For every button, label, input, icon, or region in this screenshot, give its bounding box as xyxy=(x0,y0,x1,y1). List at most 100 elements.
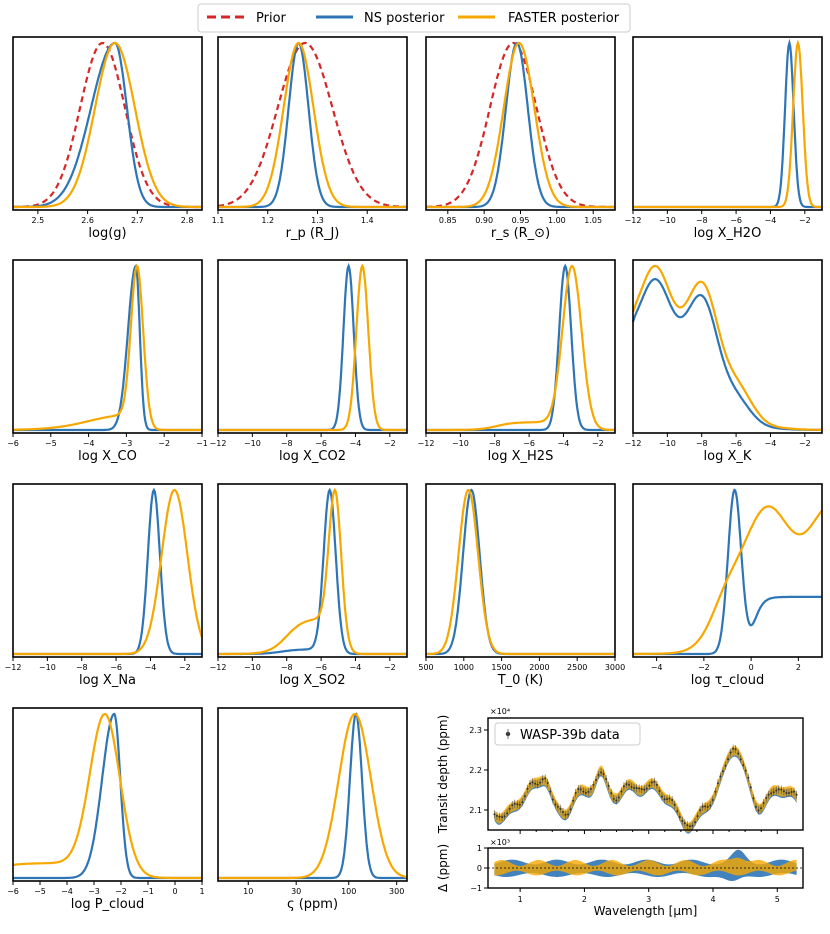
data-point xyxy=(732,747,735,750)
tick-label: −10 xyxy=(244,439,261,448)
tick-label: 2.7 xyxy=(131,216,144,225)
tick-label: 2.8 xyxy=(181,216,194,225)
tick-label: 500 xyxy=(418,663,433,672)
data-point xyxy=(645,787,648,790)
data-point xyxy=(602,773,605,776)
tick-label: −12 xyxy=(418,439,435,448)
tick-label: 1.00 xyxy=(548,216,566,225)
data-point xyxy=(589,788,592,791)
panel-k: −12 −10 −8 −6 −4 −2 log X_K xyxy=(625,259,823,464)
data-point xyxy=(577,788,580,791)
axis-label-pcloud: log P_cloud xyxy=(71,897,145,912)
curve-ns-h2s xyxy=(426,263,615,432)
panel-co: −6 −5 −4 −3 −2 −1 log X_CO xyxy=(7,259,208,464)
tick-label: 2000 xyxy=(529,663,549,672)
data-point xyxy=(739,758,742,761)
data-point xyxy=(549,790,552,793)
legend: Prior NS posterior FASTER posterior xyxy=(197,3,631,33)
data-point xyxy=(584,791,587,794)
xtick-label: 1 xyxy=(518,895,523,904)
tick-label: −2 xyxy=(384,663,396,672)
axis-label-co: log X_CO xyxy=(78,449,137,464)
legend-faster-label: FASTER posterior xyxy=(508,11,620,26)
data-point xyxy=(534,782,537,785)
tick-label: 2500 xyxy=(567,663,587,672)
spectrum-panels: 2.1 2.2 2.3 ×10⁴ Transit depth (ppm) WASP-39b… xyxy=(436,707,804,918)
data-point xyxy=(513,802,516,805)
tick-label: 1.05 xyxy=(584,216,602,225)
tick-label: −4 xyxy=(61,887,73,896)
data-point xyxy=(760,807,763,810)
axis-label-h2o: log X_H2O xyxy=(694,226,762,241)
data-point xyxy=(663,798,666,801)
data-point xyxy=(579,788,582,791)
tick-label: −2 xyxy=(592,439,604,448)
panel-tau: −4 −2 0 2 log τ_cloud xyxy=(632,483,823,688)
tick-label: −8 xyxy=(489,439,501,448)
data-point xyxy=(727,758,730,761)
tick-label: −4 xyxy=(350,663,362,672)
tick-label: −6 xyxy=(7,439,19,448)
tick-label: 0 xyxy=(172,887,177,896)
curve-faster-na xyxy=(13,488,204,656)
data-point xyxy=(518,803,521,806)
tick-label: −4 xyxy=(651,663,663,672)
tick-label: 1.3 xyxy=(311,216,324,225)
tick-label: −6 xyxy=(523,439,535,448)
data-point xyxy=(676,810,679,813)
axes-frame-t0 xyxy=(425,483,616,658)
data-point xyxy=(706,806,709,809)
tick-label: −10 xyxy=(659,439,676,448)
curve-faster-pcloud xyxy=(12,712,202,880)
curve-ns-t0 xyxy=(426,488,615,656)
axes-frame-pcloud xyxy=(12,707,203,882)
data-point xyxy=(539,781,542,784)
tick-label: −4 xyxy=(145,663,157,672)
curve-faster-h2s xyxy=(426,264,615,432)
panel-co2: −12 −10 −8 −6 −4 −2 log X_CO2 xyxy=(210,259,408,464)
data-point xyxy=(787,792,790,795)
tick-label: 1 xyxy=(199,887,204,896)
data-point xyxy=(521,801,524,804)
data-point xyxy=(744,769,747,772)
data-point xyxy=(668,797,671,800)
data-point xyxy=(699,809,702,812)
curve-faster-rp xyxy=(218,41,407,209)
curve-ns-co xyxy=(13,263,202,432)
data-point xyxy=(653,780,656,783)
axes-frame-co2 xyxy=(217,259,408,434)
axis-label-k: log X_K xyxy=(704,449,752,464)
data-point xyxy=(765,796,768,799)
curve-ns-h2o xyxy=(633,38,822,209)
data-point xyxy=(716,782,719,785)
axis-label-tau: log τ_cloud xyxy=(691,673,764,688)
tick-label: −6 xyxy=(315,663,327,672)
tick-label: −12 xyxy=(210,439,227,448)
axis-label-co2: log X_CO2 xyxy=(279,449,346,464)
axis-label-na: log X_Na xyxy=(79,673,136,688)
curve-faster-k xyxy=(631,264,822,431)
data-point xyxy=(688,825,691,828)
data-point xyxy=(767,793,770,796)
data-point xyxy=(508,807,511,810)
tick-label: −2 xyxy=(179,663,191,672)
data-point xyxy=(681,819,684,822)
tick-label: −12 xyxy=(625,216,642,225)
tick-label: −2 xyxy=(384,439,396,448)
tick-label: 0 xyxy=(749,663,754,672)
curve-ns-logg xyxy=(13,41,202,209)
data-point xyxy=(666,798,669,801)
panel-h2s: −12 −10 −8 −6 −4 −2 log X_H2S xyxy=(418,259,616,464)
data-point xyxy=(777,788,780,791)
tick-label: −5 xyxy=(34,887,46,896)
curve-ns-rp xyxy=(218,41,407,209)
data-point xyxy=(531,781,534,784)
axes-frame-h2o xyxy=(632,36,823,211)
spectrum-y-exponent: ×10⁴ xyxy=(490,707,510,716)
data-point xyxy=(782,790,785,793)
data-point xyxy=(541,778,544,781)
data-point xyxy=(694,821,697,824)
data-point xyxy=(772,791,775,794)
tick-label: −2 xyxy=(799,439,811,448)
legend-prior-label: Prior xyxy=(256,11,287,26)
